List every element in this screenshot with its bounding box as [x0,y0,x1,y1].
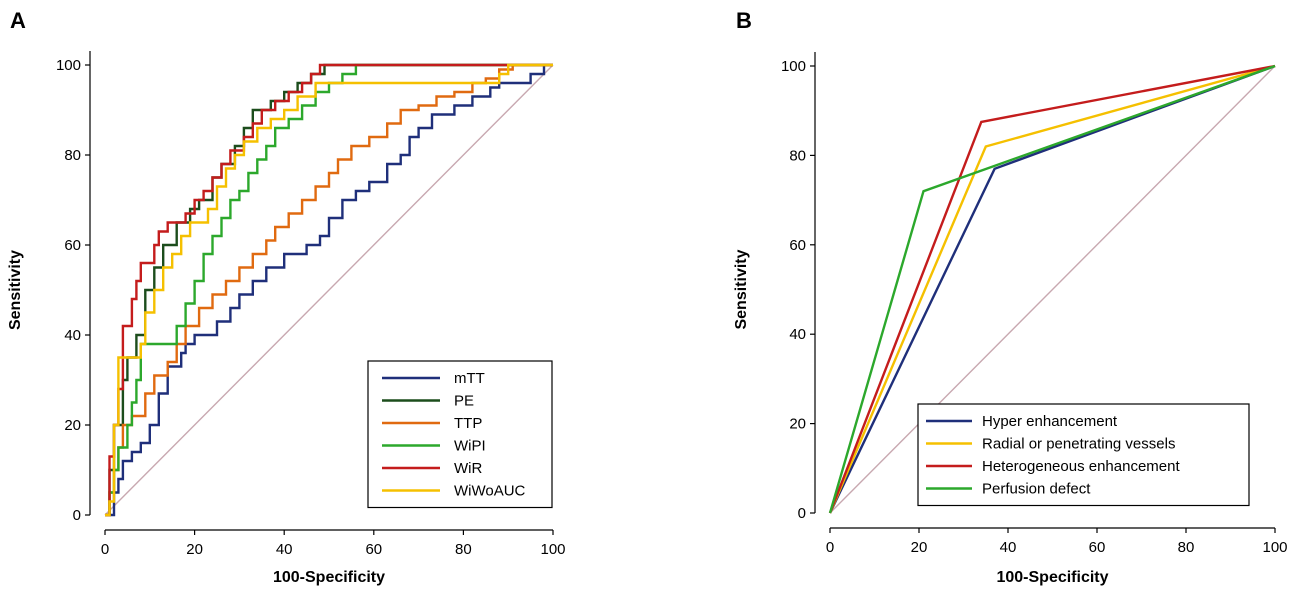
y-tick-label: 80 [64,147,81,164]
series-line-ttp [105,63,553,517]
y-tick-label: 0 [73,507,81,524]
x-tick-label: 20 [911,539,928,556]
y-tick-label: 60 [64,237,81,254]
panel-label: A [10,8,26,33]
panel-label: B [736,8,752,33]
legend: mTT PE TTP WiPI WiR WiWoAUC [367,360,553,509]
series-line-mtt [105,63,553,517]
y-tick-label: 40 [789,326,806,343]
x-tick-label: 20 [186,541,203,558]
x-axis-title: 100-Specificity [996,569,1108,586]
legend-box [367,360,553,509]
x-tick-label: 0 [826,539,834,556]
legend: Hyper enhancement Radial or penetrating v… [917,403,1250,507]
series-line-heterogeneous-enhancement [828,64,1276,514]
legend-label: PE [454,393,474,410]
series-line-perfusion-defect [828,64,1276,514]
series-line-pe [105,63,553,517]
legend-label: WiWoAUC [454,483,526,500]
y-tick-label: 100 [781,58,806,75]
y-tick-label: 20 [64,417,81,434]
y-tick-label: 20 [789,416,806,433]
legend-label: TTP [454,415,482,432]
panel-b: B 0 20 40 60 80 100 0 20 40 60 80 100 100-Specificity… [733,8,1288,586]
legend-label: mTT [454,370,485,387]
y-axis-title: Sensitivity [733,249,750,329]
series-line-wipi [105,63,553,517]
reference-diagonal [829,65,1276,514]
legend-label: Radial or penetrating vessels [982,436,1175,453]
reference-diagonal [104,64,554,516]
legend-label: Perfusion defect [982,481,1091,498]
x-tick-label: 80 [455,541,472,558]
x-tick-label: 60 [1089,539,1106,556]
x-tick-label: 0 [101,541,109,558]
y-tick-label: 40 [64,327,81,344]
x-tick-label: 40 [276,541,293,558]
y-tick-label: 60 [789,237,806,254]
legend-label: Hyper enhancement [982,413,1118,430]
series-line-wiwoauc [105,63,553,517]
panel-a: A 0 20 40 60 80 100 0 20 40 60 80 100 100-Specificity… [7,8,566,586]
series-line-radial-or-penetrating-vessels [828,64,1276,514]
legend-label: WiR [454,460,482,477]
x-tick-label: 100 [1262,539,1287,556]
y-tick-label: 100 [56,57,81,74]
x-tick-label: 60 [365,541,382,558]
x-tick-label: 40 [1000,539,1017,556]
series-line-wir [105,63,553,517]
x-tick-label: 80 [1178,539,1195,556]
legend-label: WiPI [454,438,486,455]
x-axis-title: 100-Specificity [273,569,385,586]
y-axis-title: Sensitivity [7,250,24,330]
x-tick-label: 100 [540,541,565,558]
y-tick-label: 80 [789,147,806,164]
legend-box [917,403,1250,507]
legend-label: Heterogeneous enhancement [982,458,1180,475]
y-tick-label: 0 [798,505,806,522]
